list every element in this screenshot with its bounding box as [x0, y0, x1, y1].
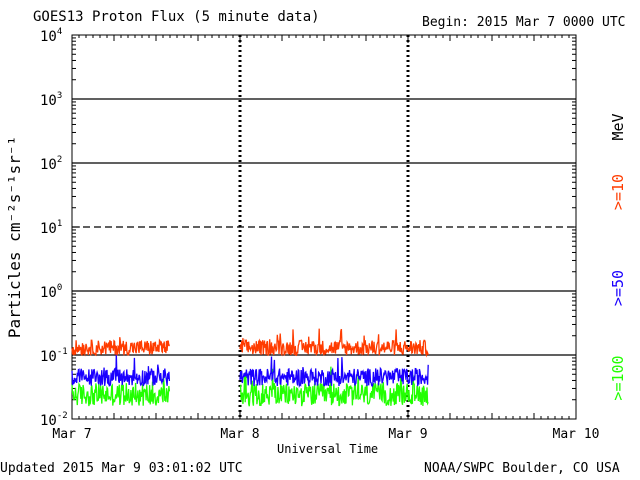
series-line-ge50	[239, 356, 429, 389]
legend-unit: MeV	[609, 113, 627, 140]
y-tick-label: 10-1	[40, 347, 68, 365]
y-tick-label: 102	[40, 155, 62, 173]
chart-title: GOES13 Proton Flux (5 minute data)	[33, 9, 320, 25]
y-axis-label: Particles cm⁻²s⁻¹sr⁻¹	[5, 136, 24, 338]
legend-ge50: >=50	[609, 270, 627, 306]
y-tick-label: 101	[40, 219, 62, 237]
series-line-ge10	[239, 328, 429, 358]
series-line-ge100	[239, 366, 429, 407]
series-line-ge100	[71, 377, 171, 407]
begin-time: Begin: 2015 Mar 7 0000 UTC	[422, 15, 626, 30]
credit-label: NOAA/SWPC Boulder, CO USA	[424, 461, 620, 476]
y-tick-label: 103	[40, 91, 62, 109]
x-tick-label: Mar 7	[52, 427, 91, 442]
plot-frame	[71, 34, 577, 420]
legend-ge10: >=10	[609, 174, 627, 210]
updated-timestamp: Updated 2015 Mar 9 03:01:02 UTC	[0, 461, 243, 476]
legend-ge100: >=100	[609, 355, 627, 400]
x-axis-label: Universal Time	[277, 442, 379, 456]
y-tick-label: 104	[40, 27, 62, 45]
x-tick-label: Mar 9	[388, 427, 427, 442]
x-tick-label: Mar 10	[553, 427, 600, 442]
x-tick-label: Mar 8	[220, 427, 259, 442]
y-tick-label: 100	[40, 283, 62, 301]
series-line-ge50	[71, 353, 171, 387]
y-tick-label: 10-2	[40, 411, 68, 429]
series-line-ge10	[71, 337, 171, 357]
